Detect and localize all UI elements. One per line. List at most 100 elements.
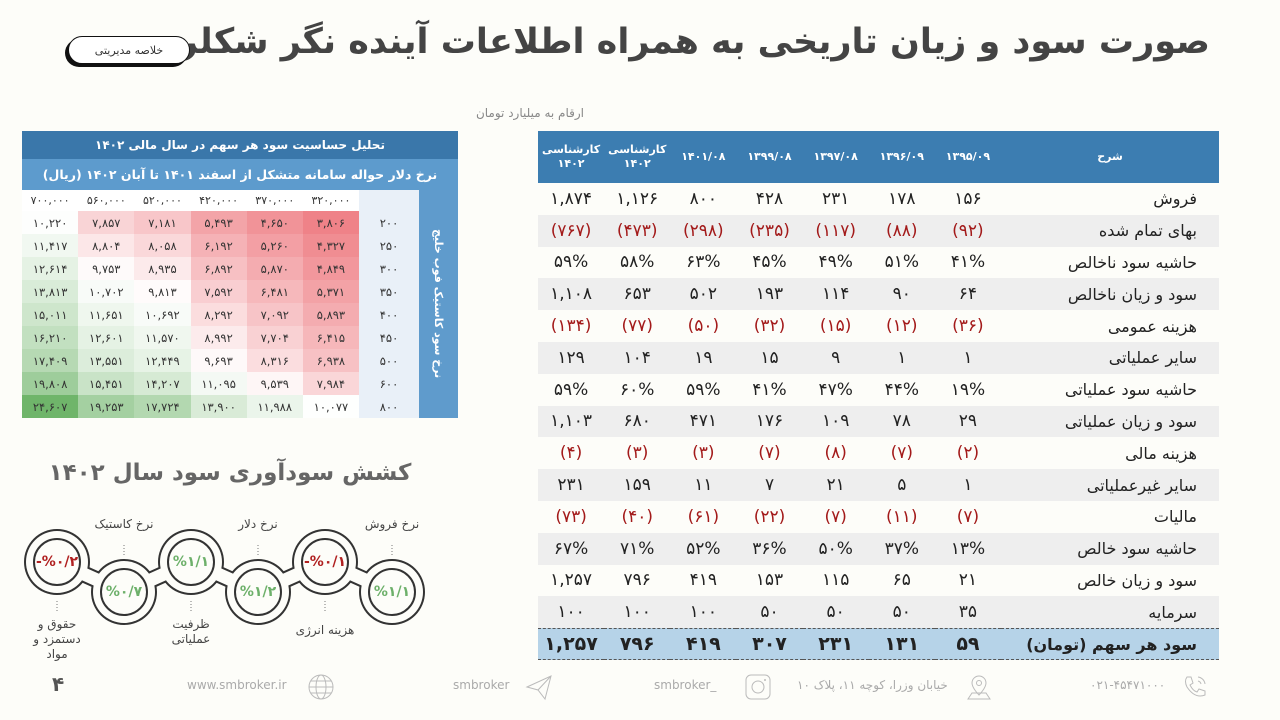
eps-value: ۱۱,۹۸۸ — [257, 399, 293, 414]
table-cell: (۱۳۴) — [538, 310, 604, 342]
table-cell: ۱۰۰ — [604, 596, 671, 629]
cell-value: ۱ — [897, 347, 907, 368]
cell-value: ۶۸۰ — [623, 411, 651, 432]
location-icon — [967, 675, 991, 700]
table-cell: (۲۹۸) — [670, 214, 737, 247]
cell-value: ۴۱۹ — [689, 570, 718, 591]
cell-value: (۷۶۷) — [550, 220, 592, 241]
ring-inner — [368, 568, 416, 616]
table-cell: ۱۱ — [670, 469, 737, 501]
table-cell: ۲۳۱ — [538, 469, 605, 501]
eps-value: ۵,۲۶۰ — [260, 238, 289, 253]
cell-value: (۲۹۸) — [683, 220, 724, 241]
sensitivity-cell: ۴,۶۵۰ — [246, 211, 303, 234]
cell-value: ۷۹۶ — [619, 633, 655, 656]
sensitivity-cell: ۶,۴۸۱ — [246, 280, 303, 303]
sensitivity-cell: ۶,۹۳۸ — [302, 349, 359, 372]
ring-inner — [234, 568, 282, 616]
table-cell: ۱۵۹ — [604, 469, 671, 501]
cell-value: ۴۹% — [818, 252, 853, 273]
ring-inner — [301, 538, 349, 586]
table-row: فروش ۱۵۶ ۱۷۸ ۲۳۱ ۴۲۸ ۸۰۰ ۱,۱۲۶ ۱,۸۷۴ — [538, 183, 1219, 215]
table-row: سایر عملیاتی ۱ ۱ ۹ ۱۵ ۱۹ ۱۰۴ ۱۲۹ — [538, 341, 1219, 374]
row-label: سایر عملیاتی — [1001, 341, 1219, 374]
sensitivity-row: ۲۰۰ ۳,۸۰۶ ۴,۶۵۰ ۵,۴۹۳ ۷,۱۸۱ ۷,۸۵۷ ۱۰,۲۲۰ — [22, 211, 419, 234]
sensitivity-row: ۶۰۰ ۷,۹۸۴ ۹,۵۳۹ ۱۱,۰۹۵ ۱۴,۲۰۷ ۱۵,۴۵۱ ۱۹,۸۰۸ — [22, 372, 419, 395]
elasticity-diagram: -%۰/۲ حقوق و دستمزد و مواد %۰/۷ نرخ کاستیک%… — [22, 505, 442, 665]
table-cell: (۷۶۷) — [538, 214, 605, 247]
dollar-rate-header: ۵۲۰,۰۰۰ — [134, 190, 191, 211]
sensitivity-cell: ۹,۶۹۳ — [190, 349, 247, 372]
table-cell: (۷۳) — [538, 501, 604, 533]
phone-number[interactable]: ۰۲۱-۴۵۴۷۱۰۰۰ — [1090, 678, 1166, 692]
sensitivity-cell: ۱۶,۲۱۰ — [22, 326, 79, 349]
cell-value: ۵۰% — [818, 538, 853, 559]
sensitivity-cell: ۹,۷۵۳ — [78, 257, 135, 280]
sensitivity-cell: ۱۲,۴۴۹ — [134, 349, 191, 372]
cell-value: ۱۰۴ — [623, 347, 651, 368]
corner-cell — [359, 190, 419, 211]
table-cell: (۱۵) — [803, 310, 869, 342]
row-label: حاشیه سود عملیاتی — [1064, 380, 1197, 400]
table-cell: ۵۰% — [802, 532, 869, 565]
table-cell: ۲۹ — [934, 405, 1001, 438]
sensitivity-cell: ۷,۵۹۲ — [190, 280, 247, 303]
table-cell: (۷) — [803, 501, 869, 533]
table-cell: ۱۷۶ — [736, 405, 803, 438]
cell-value: ۱۰۰ — [557, 602, 585, 622]
cell-value: (۱۱۷) — [815, 220, 856, 241]
eps-value: ۷,۷۰۴ — [260, 330, 289, 345]
table-row: هزینه عمومی (۳۶) (۱۲) (۱۵) (۳۲) (۵۰) (۷۷) (۱۳۴) — [538, 310, 1219, 342]
sensitivity-cell: ۵,۸۷۰ — [246, 257, 303, 280]
ring-inner — [100, 568, 148, 616]
table-cell: ۱۳% — [934, 532, 1001, 565]
sensitivity-cell: ۱۱,۵۷۰ — [134, 326, 191, 349]
dollar-rate-value: ۵۲۰,۰۰۰ — [142, 194, 182, 207]
sensitivity-cell: ۸,۹۹۲ — [190, 326, 247, 349]
elasticity-value: -%۰/۱ — [303, 554, 347, 570]
table-cell: (۹۲) — [934, 214, 1001, 247]
table-cell: ۱۲۹ — [538, 341, 605, 374]
table-cell: (۲) — [935, 437, 1001, 469]
cell-value: ۲۳۱ — [818, 633, 854, 656]
instagram-handle[interactable]: smbroker_ — [654, 678, 717, 692]
cell-value: (۱۱) — [886, 506, 918, 527]
eps-value: ۱۳,۹۰۰ — [201, 399, 236, 414]
cell-value: ۲۳۱ — [821, 188, 850, 209]
elasticity-label: نرخ دلار — [238, 517, 278, 531]
cell-value: ۱۰۰ — [623, 602, 651, 622]
sensitivity-cell: ۱۲,۶۰۱ — [78, 326, 135, 349]
cell-value: ۹۰ — [892, 284, 911, 305]
dollar-rate-header: ۴۲۰,۰۰۰ — [190, 190, 247, 211]
dollar-rate-header-row: ۳۲۰,۰۰۰ ۳۷۰,۰۰۰ ۴۲۰,۰۰۰ ۵۲۰,۰۰۰ ۵۶۰,۰۰۰ ۷۰۰,۰… — [22, 190, 419, 211]
cell-value: ۱۰۰ — [689, 602, 718, 622]
elasticity-label: هزینه انرژی — [295, 623, 355, 637]
sensitivity-cell: ۴,۸۴۹ — [302, 257, 359, 280]
row-label: مالیات — [1153, 507, 1197, 527]
website-link[interactable]: www.smbroker.ir — [187, 678, 287, 692]
cell-value: ۶۴ — [958, 284, 978, 305]
table-cell: ۵۸% — [604, 247, 670, 279]
cell-value: (۷) — [824, 506, 847, 527]
cell-value: ۶۵ — [892, 570, 911, 591]
sensitivity-cell: ۱۵,۰۱۱ — [22, 303, 79, 326]
telegram-handle[interactable]: smbroker — [453, 678, 510, 692]
sensitivity-row: ۲۵۰ ۴,۳۲۷ ۵,۲۶۰ ۶,۱۹۲ ۸,۰۵۸ ۸,۸۰۴ ۱۱,۴۱۷ — [22, 234, 419, 257]
row-axis-label: نرخ سود کاستیک فوب خلیج — [419, 190, 458, 418]
eps-value: ۱۹,۲۵۳ — [89, 399, 124, 414]
table-cell: ۱۳۱ — [868, 627, 935, 661]
cell-value: ۱ — [963, 347, 973, 368]
cell-value: (۸۸) — [886, 220, 918, 241]
sensitivity-cell: ۸,۹۳۵ — [134, 257, 191, 280]
sensitivity-cell: ۶,۸۹۲ — [190, 257, 247, 280]
dollar-rate-header: ۷۰۰,۰۰۰ — [22, 190, 79, 211]
table-cell: ۲۱ — [802, 469, 869, 501]
cell-value: ۱ — [963, 475, 973, 496]
table-cell: ۱,۲۵۷ — [538, 565, 604, 597]
column-header: ۱۴۰۱/۰۸ — [670, 131, 737, 183]
table-cell: ۴۷% — [803, 374, 869, 406]
instagram-icon — [745, 674, 771, 700]
table-cell: (۱۲) — [869, 310, 935, 342]
eps-value: ۴,۸۴۹ — [316, 261, 346, 276]
management-summary-button[interactable]: خلاصه مدیریتی — [68, 36, 190, 64]
